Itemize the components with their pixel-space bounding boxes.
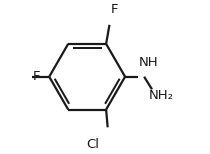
Text: F: F [111, 3, 118, 16]
Text: NH₂: NH₂ [149, 89, 174, 102]
Text: NH: NH [138, 56, 158, 69]
Text: F: F [33, 70, 40, 83]
Text: Cl: Cl [86, 138, 99, 151]
